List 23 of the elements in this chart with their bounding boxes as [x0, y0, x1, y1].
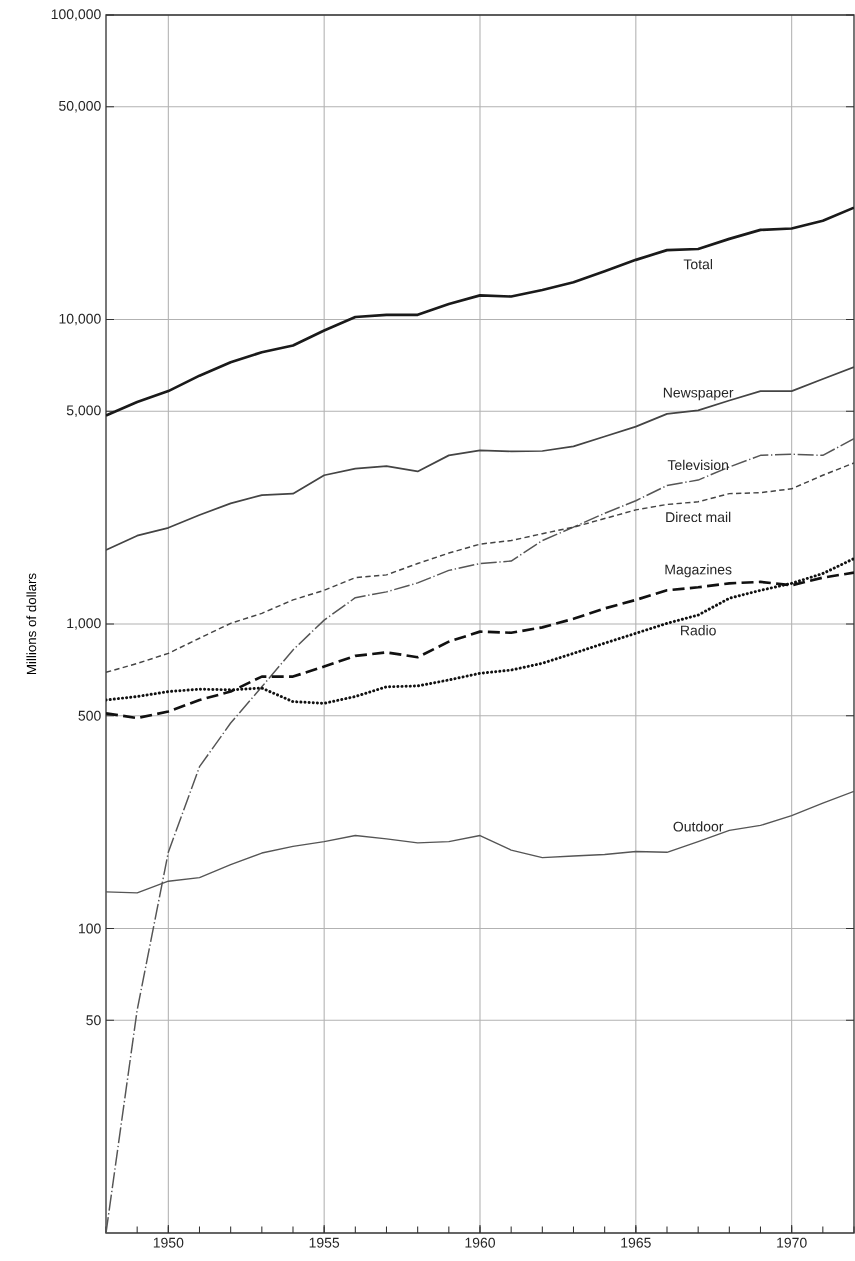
- x-tick-label: 1970: [777, 1237, 807, 1248]
- series-label: Magazines: [665, 564, 732, 578]
- x-tick-label: 1955: [309, 1237, 340, 1248]
- x-tick-label: 1950: [153, 1237, 184, 1248]
- y-tick-label: 10,000: [59, 313, 101, 326]
- line-series: [106, 366, 854, 551]
- y-tick-label: 5,000: [66, 405, 101, 417]
- y-tick-label: 50,000: [59, 100, 101, 113]
- y-tick-label: 100: [79, 923, 101, 934]
- series-label: Direct mail: [666, 511, 731, 523]
- series-label: Radio: [681, 625, 716, 636]
- y-tick-label: 1,000: [67, 618, 101, 630]
- x-tick-label: 1965: [621, 1237, 651, 1248]
- y-axis-title: Millions of dollars: [26, 573, 37, 675]
- y-tick-label: 50: [86, 1015, 101, 1026]
- series-label: Newspaper: [663, 387, 734, 401]
- line-series: [106, 206, 854, 417]
- series-label: Television: [667, 459, 728, 471]
- x-tick-label: 1960: [465, 1237, 496, 1248]
- series-label: Total: [683, 259, 713, 270]
- series-label: Outdoor: [673, 821, 724, 832]
- y-tick-label: 100,000: [51, 9, 101, 21]
- y-tick-label: 500: [78, 710, 101, 721]
